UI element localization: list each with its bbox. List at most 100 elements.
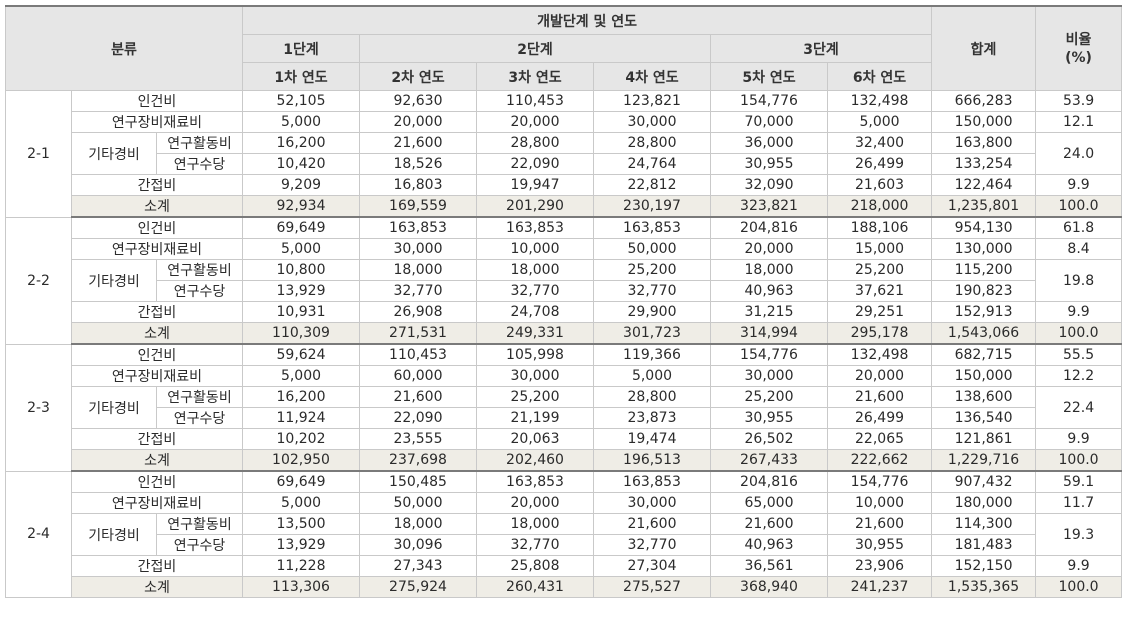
year-value: 16,200 (242, 386, 360, 408)
row-total: 666,283 (931, 90, 1037, 112)
year-value: 32,090 (710, 174, 828, 196)
row-ratio: 22.4 (1035, 386, 1123, 429)
year-value: 241,237 (826, 576, 933, 598)
year-value: 30,096 (359, 534, 477, 556)
header-category: 분류 (5, 5, 243, 91)
row-total: 122,464 (931, 174, 1037, 196)
year-value: 102,950 (242, 449, 360, 472)
year-value: 10,931 (242, 301, 360, 323)
row-label: 연구장비재료비 (71, 238, 243, 260)
row-ratio: 9.9 (1035, 301, 1123, 323)
table-row-indirect: 간접비 9,209 16,803 19,947 22,812 32,090 21,603 12… (6, 174, 1123, 196)
year-value: 30,955 (826, 534, 933, 556)
year-value: 11,228 (242, 555, 360, 577)
year-value: 5,000 (826, 111, 933, 133)
year-value: 105,998 (476, 343, 594, 366)
row-label: 간접비 (71, 174, 243, 196)
table-row-indirect: 간접비 11,228 27,343 25,808 27,304 36,561 23,906 1… (6, 555, 1123, 577)
row-total: 115,200 (931, 259, 1037, 281)
table-row-equipment: 연구장비재료비 5,000 30,000 10,000 50,000 20,000 15,0… (6, 238, 1123, 260)
year-value: 18,000 (359, 513, 477, 535)
row-total: 136,540 (931, 407, 1037, 429)
row-label: 간접비 (71, 301, 243, 323)
year-value: 18,000 (476, 259, 594, 281)
year-value: 25,200 (593, 259, 711, 281)
year-value: 69,649 (242, 216, 360, 239)
year-value: 23,906 (826, 555, 933, 577)
header-total: 합계 (931, 5, 1037, 91)
year-value: 30,000 (359, 238, 477, 260)
year-value: 52,105 (242, 90, 360, 112)
year-value: 163,853 (476, 470, 594, 493)
row-total: 1,235,801 (931, 195, 1037, 218)
year-value: 10,000 (826, 492, 933, 514)
row-total: 150,000 (931, 111, 1037, 133)
year-value: 150,485 (359, 470, 477, 493)
year-value: 20,000 (826, 365, 933, 387)
year-value: 110,309 (242, 322, 360, 345)
year-value: 10,000 (476, 238, 594, 260)
year-value: 30,955 (710, 153, 828, 175)
year-value: 5,000 (242, 238, 360, 260)
year-value: 202,460 (476, 449, 594, 472)
row-total: 138,600 (931, 386, 1037, 408)
row-label: 연구수당 (156, 407, 243, 429)
year-value: 23,555 (359, 428, 477, 450)
table-row-equipment: 연구장비재료비 5,000 50,000 20,000 30,000 65,000 10,0… (6, 492, 1123, 514)
year-value: 40,963 (710, 534, 828, 556)
year-value: 21,199 (476, 407, 594, 429)
row-label: 연구장비재료비 (71, 365, 243, 387)
year-value: 65,000 (710, 492, 828, 514)
year-value: 26,908 (359, 301, 477, 323)
year-value: 32,400 (826, 132, 933, 154)
year-value: 30,000 (593, 492, 711, 514)
year-value: 110,453 (476, 90, 594, 112)
year-value: 368,940 (710, 576, 828, 598)
row-label: 인건비 (71, 90, 243, 112)
year-value: 27,304 (593, 555, 711, 577)
year-value: 113,306 (242, 576, 360, 598)
row-total: 954,130 (931, 216, 1037, 239)
table-row-equipment: 연구장비재료비 5,000 60,000 30,000 5,000 30,000 20,00… (6, 365, 1123, 387)
year-value: 32,770 (593, 534, 711, 556)
year-value: 13,929 (242, 534, 360, 556)
year-value: 163,853 (593, 470, 711, 493)
year-value: 237,698 (359, 449, 477, 472)
table-row-allowance: 연구수당 13,929 32,770 32,770 32,770 40,963 37,621… (6, 280, 1122, 302)
table-row-allowance: 연구수당 10,420 18,526 22,090 24,764 30,955 26,499… (6, 153, 1122, 175)
other-expenses-label: 기타경비 (71, 259, 157, 302)
year-value: 11,924 (242, 407, 360, 429)
year-value: 21,600 (710, 513, 828, 535)
row-ratio: 9.9 (1035, 174, 1123, 196)
budget-table: 분류 개발단계 및 연도 합계 비율 (%) 1단계 2단계 3단계 1차 연도… (5, 5, 1123, 598)
year-value: 27,343 (359, 555, 477, 577)
year-value: 23,873 (593, 407, 711, 429)
row-total: 121,861 (931, 428, 1037, 450)
year-value: 249,331 (476, 322, 594, 345)
year-value: 92,630 (359, 90, 477, 112)
year-value: 32,770 (359, 280, 477, 302)
year-value: 222,662 (826, 449, 933, 472)
row-label: 인건비 (71, 470, 243, 493)
year-value: 275,924 (359, 576, 477, 598)
group-id: 2-3 (5, 343, 72, 472)
row-label: 연구활동비 (156, 513, 243, 535)
row-ratio: 19.3 (1035, 513, 1123, 556)
year-value: 19,947 (476, 174, 594, 196)
year-value: 314,994 (710, 322, 828, 345)
row-label: 간접비 (71, 428, 243, 450)
row-label: 소계 (71, 576, 243, 598)
year-value: 13,500 (242, 513, 360, 535)
year-value: 5,000 (593, 365, 711, 387)
year-value: 21,600 (359, 132, 477, 154)
row-ratio: 100.0 (1035, 322, 1123, 345)
year-value: 18,000 (476, 513, 594, 535)
table-row-activity: 기타경비 연구활동비 13,500 18,000 18,000 21,600 21,600 2… (6, 513, 1123, 556)
row-total: 180,000 (931, 492, 1037, 514)
year-value: 60,000 (359, 365, 477, 387)
row-label: 연구수당 (156, 153, 243, 175)
year-value: 37,621 (826, 280, 933, 302)
other-expenses-label: 기타경비 (71, 132, 157, 175)
year-value: 21,600 (359, 386, 477, 408)
year-value: 29,251 (826, 301, 933, 323)
